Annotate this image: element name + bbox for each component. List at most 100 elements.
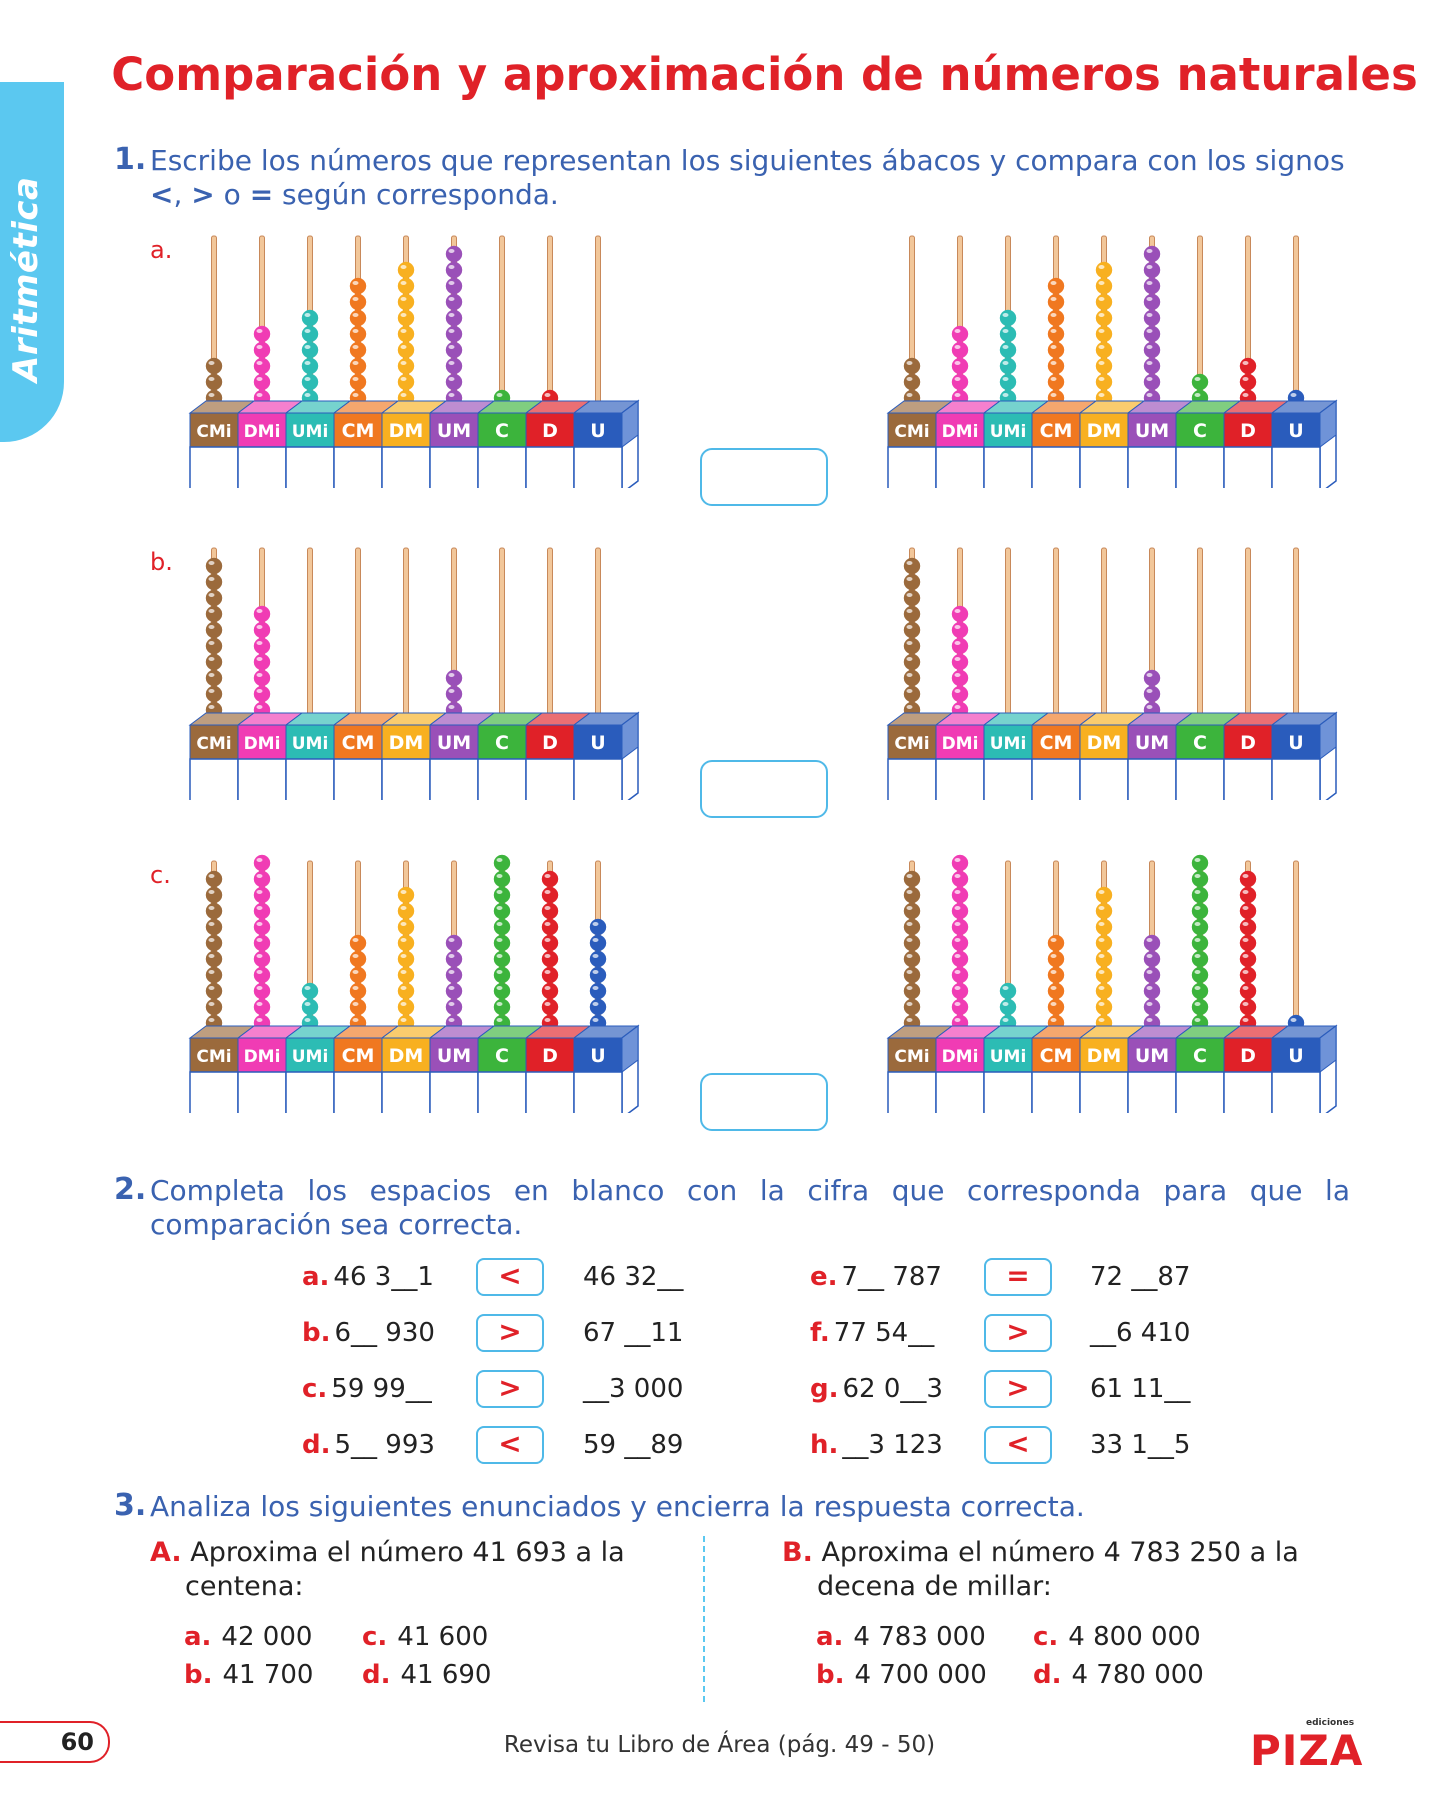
digit-answer-box-umi[interactable]	[285, 446, 335, 488]
digit-answer-box-um[interactable]	[429, 1071, 479, 1113]
digit-answer-box-u[interactable]	[1271, 1071, 1321, 1113]
bead-dm	[1095, 982, 1113, 1000]
digit-answer-box-cm[interactable]	[333, 446, 383, 488]
digit-answer-box-dm[interactable]	[1079, 446, 1129, 488]
digit-answer-box-dmi[interactable]	[935, 1071, 985, 1113]
comparison-item-left[interactable]: c. 59 99__	[302, 1374, 432, 1404]
digit-answer-box-cmi[interactable]	[189, 446, 239, 488]
digit-answer-box-umi[interactable]	[285, 758, 335, 800]
digit-answer-box-c[interactable]	[477, 1071, 527, 1113]
answer-option[interactable]: b. 41 700	[184, 1660, 313, 1690]
answer-option[interactable]: b. 4 700 000	[816, 1660, 987, 1690]
comparison-item-left[interactable]: h. __3 123	[810, 1430, 943, 1460]
digit-answer-box-cm[interactable]	[1031, 446, 1081, 488]
bead-highlight	[400, 1018, 407, 1022]
digit-answer-box-c[interactable]	[1175, 758, 1225, 800]
digit-answer-box-dmi[interactable]	[237, 446, 287, 488]
digit-answer-box-u[interactable]	[573, 758, 623, 800]
place-label-block-cm	[1031, 1037, 1081, 1073]
digit-answer-box-dm[interactable]	[1079, 1071, 1129, 1113]
digit-answer-box-cmi[interactable]	[189, 1071, 239, 1113]
digit-answer-box-cm[interactable]	[333, 758, 383, 800]
answer-option[interactable]: a. 42 000	[184, 1622, 312, 1652]
comparison-sign-box[interactable]	[700, 448, 828, 506]
comparison-right-value[interactable]: __3 000	[583, 1374, 684, 1404]
digit-answer-box-cmi[interactable]	[887, 1071, 937, 1113]
digit-answer-box-umi[interactable]	[983, 446, 1033, 488]
bead-highlight	[256, 345, 263, 349]
comparison-right-value[interactable]: __6 410	[1090, 1318, 1191, 1348]
digit-answer-box-dmi[interactable]	[237, 1071, 287, 1113]
bead-highlight	[1146, 673, 1153, 677]
digit-answer-box-dm[interactable]	[381, 446, 431, 488]
answer-option[interactable]: c. 41 600	[362, 1622, 488, 1652]
comparison-item-left[interactable]: g. 62 0__3	[810, 1374, 943, 1404]
digit-answer-box-d[interactable]	[1223, 1071, 1273, 1113]
digit-answer-box-u[interactable]	[573, 446, 623, 488]
digit-answer-box-dmi[interactable]	[935, 446, 985, 488]
digit-answer-box-u[interactable]	[573, 1071, 623, 1113]
bead-highlight	[1146, 297, 1153, 301]
digit-answer-box-um[interactable]	[429, 446, 479, 488]
bead-highlight	[304, 329, 311, 333]
comparison-sign-box[interactable]	[700, 760, 828, 818]
answer-option[interactable]: a. 4 783 000	[816, 1622, 986, 1652]
digit-answer-box-c[interactable]	[477, 446, 527, 488]
bead-highlight	[544, 922, 551, 926]
digit-answer-box-dmi[interactable]	[935, 758, 985, 800]
digit-answer-box-umi[interactable]	[983, 758, 1033, 800]
digit-answer-box-c[interactable]	[1175, 446, 1225, 488]
answer-option[interactable]: c. 4 800 000	[1033, 1622, 1201, 1652]
comparison-item-left[interactable]: e. 7__ 787	[810, 1262, 942, 1292]
comparison-right-value[interactable]: 67 __11	[583, 1318, 684, 1348]
digit-answer-box-um[interactable]	[429, 758, 479, 800]
comparison-right-value[interactable]: 72 __87	[1090, 1262, 1191, 1292]
bead-dm	[397, 293, 415, 311]
digit-answer-box-um[interactable]	[1127, 1071, 1177, 1113]
digit-answer-box-cmi[interactable]	[887, 446, 937, 488]
bead-u	[589, 934, 607, 952]
comparison-sign-box[interactable]	[700, 1073, 828, 1131]
digit-answer-box-dm[interactable]	[381, 758, 431, 800]
digit-answer-box-c[interactable]	[477, 758, 527, 800]
bead-dmi	[951, 982, 969, 1000]
answer-option[interactable]: d. 4 780 000	[1033, 1660, 1204, 1690]
comparison-item-left[interactable]: a. 46 3__1	[302, 1262, 434, 1292]
bead-highlight	[954, 689, 961, 693]
digit-answer-box-cm[interactable]	[1031, 1071, 1081, 1113]
bead-highlight	[906, 938, 913, 942]
digit-answer-box-c[interactable]	[1175, 1071, 1225, 1113]
digit-answer-box-um[interactable]	[1127, 446, 1177, 488]
bead-highlight	[208, 1018, 215, 1022]
comparison-item-left[interactable]: f. 77 54__	[810, 1318, 934, 1348]
comparison-item-left[interactable]: d. 5__ 993	[302, 1430, 435, 1460]
digit-answer-box-umi[interactable]	[983, 1071, 1033, 1113]
digit-answer-box-d[interactable]	[1223, 758, 1273, 800]
comparison-right-value[interactable]: 46 32__	[583, 1262, 684, 1292]
bead-highlight	[400, 377, 407, 381]
comparison-item-left[interactable]: b. 6__ 930	[302, 1318, 435, 1348]
bead-um	[1143, 685, 1161, 703]
digit-answer-box-cm[interactable]	[1031, 758, 1081, 800]
logo-small-text: ediciones	[1306, 1718, 1355, 1728]
digit-answer-box-d[interactable]	[525, 758, 575, 800]
digit-answer-box-d[interactable]	[525, 446, 575, 488]
digit-answer-box-d[interactable]	[1223, 446, 1273, 488]
digit-answer-box-cmi[interactable]	[887, 758, 937, 800]
digit-answer-box-dm[interactable]	[1079, 758, 1129, 800]
digit-answer-box-cm[interactable]	[333, 1071, 383, 1113]
comparison-right-value[interactable]: 59 __89	[583, 1430, 684, 1460]
digit-answer-box-umi[interactable]	[285, 1071, 335, 1113]
answer-option[interactable]: d. 41 690	[362, 1660, 491, 1690]
digit-answer-box-u[interactable]	[1271, 446, 1321, 488]
comparison-right-value[interactable]: 61 11__	[1090, 1374, 1191, 1404]
digit-answer-box-cmi[interactable]	[189, 758, 239, 800]
digit-answer-box-d[interactable]	[525, 1071, 575, 1113]
comparison-right-value[interactable]: 33 1__5	[1090, 1430, 1191, 1460]
digit-answer-box-u[interactable]	[1271, 758, 1321, 800]
digit-answer-box-dm[interactable]	[381, 1071, 431, 1113]
bead-highlight	[208, 954, 215, 958]
digit-answer-box-um[interactable]	[1127, 758, 1177, 800]
digit-answer-box-dmi[interactable]	[237, 758, 287, 800]
bead-dm	[1095, 309, 1113, 327]
